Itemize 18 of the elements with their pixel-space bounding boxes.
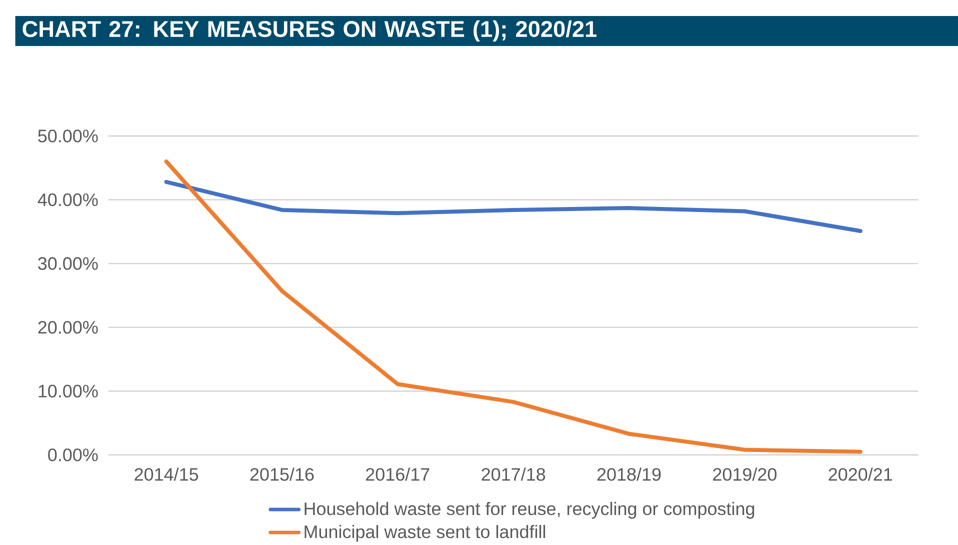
legend-label: Household waste sent for reuse, recycling or composting	[304, 502, 754, 519]
x-tick-label: 2017/18	[482, 467, 546, 481]
y-tick-label: 10.00%	[38, 384, 98, 398]
y-tick-label: 30.00%	[38, 257, 98, 270]
legend-label: Municipal waste sent to landfill	[304, 524, 546, 542]
x-tick-label: 2019/20	[713, 467, 777, 481]
y-tick-label: 0.00%	[48, 448, 98, 462]
y-tick-label: 20.00%	[38, 320, 98, 334]
chart-title: CHART 27: KEY MEASURES ON WASTE (1); 2020/21	[22, 20, 597, 42]
line-series	[164, 159, 862, 454]
y-tick-label: 40.00%	[38, 193, 98, 206]
y-tick-label: 50.00%	[38, 129, 98, 142]
line-series	[164, 180, 862, 233]
x-tick-label: 2018/19	[597, 467, 661, 481]
x-tick-label: 2014/15	[134, 467, 198, 481]
x-tick-label: 2020/21	[828, 467, 892, 481]
x-tick-label: 2015/16	[250, 467, 314, 481]
x-tick-label: 2016/17	[366, 467, 430, 481]
